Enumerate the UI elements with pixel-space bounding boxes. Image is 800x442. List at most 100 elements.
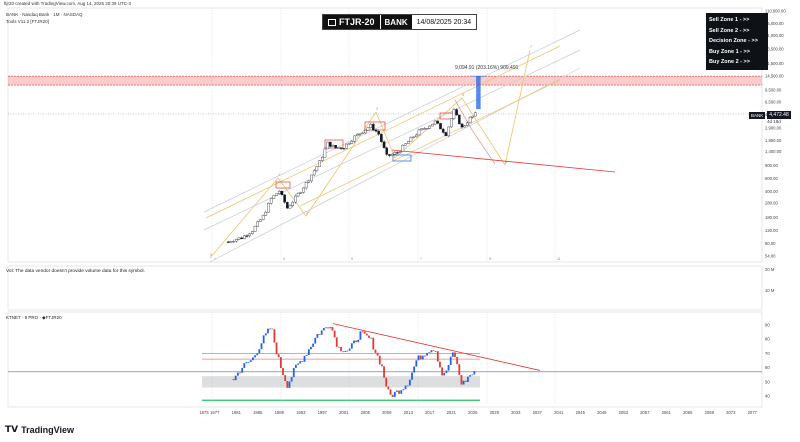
zone-sell-1[interactable]: Sell Zone 1 - >>: [709, 17, 750, 23]
osc-bar: [303, 355, 306, 362]
price-tick-label: 9,500.00: [765, 87, 782, 92]
time-tick-label: 2069: [705, 410, 715, 415]
osc-bar: [449, 356, 452, 365]
osc-bar: [424, 355, 426, 357]
osc-bar: [430, 350, 433, 353]
price-tick-label: 51,000.00: [765, 33, 784, 38]
wave-label: 6: [505, 160, 507, 164]
cycle-marker-2: 5: [351, 257, 353, 261]
osc-bar: [458, 364, 461, 376]
osc-bar: [260, 343, 263, 350]
candle-body: [259, 219, 262, 222]
candle-body: [444, 132, 448, 137]
candle-body: [240, 237, 243, 240]
price-tick-label: 110,000.00: [765, 9, 786, 14]
cycle-marker-1: 3: [283, 257, 285, 261]
osc-bar: [368, 335, 370, 338]
red-projection-path: [454, 99, 496, 165]
candle-body: [350, 141, 354, 144]
zone-sell-2[interactable]: Sell Zone 2 - >>: [709, 27, 750, 34]
candle-body: [277, 190, 281, 194]
osc-bar: [389, 389, 392, 395]
candle-body: [447, 126, 450, 137]
candle-body: [377, 131, 380, 135]
osc-bar: [333, 330, 336, 338]
osc-bar: [286, 381, 289, 388]
osc-bar: [467, 376, 469, 382]
zone-buy-2[interactable]: Buy Zone 2 - >>: [709, 59, 750, 66]
osc-bar: [469, 375, 471, 377]
candle-body: [363, 130, 367, 134]
candle-body: [460, 123, 464, 128]
candle-body: [474, 112, 477, 117]
osc-bar: [385, 377, 388, 387]
price-tick-label: 33,500.00: [765, 47, 784, 52]
candle-body: [382, 141, 386, 148]
candle-body: [404, 143, 407, 146]
top-credit: ftjr20 created with TradingView.com, Aug…: [4, 1, 131, 6]
time-tick-label: 2073: [726, 410, 736, 415]
osc-bar: [290, 377, 293, 382]
osc-bar: [318, 334, 321, 335]
zone-decision[interactable]: Decision Zone - >>: [709, 38, 758, 45]
candle-body: [428, 125, 432, 129]
osc-bar: [350, 343, 353, 349]
candle-body: [291, 201, 294, 206]
candle-body: [323, 148, 327, 158]
candle-body: [415, 134, 418, 138]
candle-body: [423, 128, 426, 130]
osc-bar: [357, 339, 360, 343]
osc-bar: [279, 357, 282, 369]
candle-body: [366, 127, 370, 131]
osc-bar: [436, 351, 439, 362]
candle-body: [358, 133, 362, 135]
candle-body: [315, 166, 319, 171]
osc-bar: [413, 366, 416, 373]
osc-bar: [245, 362, 248, 364]
osc-bar: [342, 351, 345, 353]
time-tick-label: 2045: [576, 410, 586, 415]
candle-body: [307, 180, 311, 183]
osc-bar: [387, 386, 390, 390]
osc-bar: [428, 352, 431, 354]
osc-bar: [346, 350, 349, 352]
candle-body: [264, 212, 268, 216]
highlight-box-0: [324, 139, 344, 149]
time-tick-label: 2001: [339, 410, 349, 415]
osc-tick-label: 40: [765, 394, 770, 399]
osc-bar: [299, 361, 302, 364]
osc-bar: [460, 375, 463, 385]
osc-bar: [426, 353, 428, 356]
price-tick-label: 6,500.00: [765, 99, 782, 104]
osc-gray-band: [202, 376, 480, 388]
candle-body: [237, 237, 241, 240]
price-tick-label: 14,500.00: [765, 74, 784, 79]
highlight-box-2: [392, 154, 412, 162]
osc-bar: [419, 355, 422, 360]
price-tick-label: 75,000.00: [765, 21, 784, 26]
highlight-box-3: [275, 181, 291, 189]
candle-body: [304, 182, 308, 189]
candle-body: [337, 147, 340, 149]
candle-body: [393, 152, 397, 155]
candle-body: [441, 128, 445, 133]
zone-buy-1[interactable]: Buy Zone 1 - >>: [709, 48, 750, 55]
grid-layer: 1 3 5 7 9 11: [7, 7, 763, 408]
osc-bar: [378, 355, 381, 365]
tradingview-logo[interactable]: 𝗧𝗩 TradingView: [5, 425, 74, 435]
candle-body: [401, 144, 405, 152]
candle-body: [253, 226, 257, 232]
candle-body: [471, 115, 475, 118]
osc-bar: [269, 328, 272, 330]
candle-body: [449, 118, 453, 128]
osc-bar: [376, 352, 379, 356]
candle-body: [256, 221, 260, 227]
price-tick-label: 900.00: [765, 163, 778, 168]
candle-body: [345, 143, 348, 149]
osc-bar: [327, 327, 330, 329]
osc-bar: [247, 361, 250, 363]
candle-body: [398, 151, 402, 153]
candle-body: [374, 129, 378, 132]
osc-bar: [383, 366, 385, 378]
candle-body: [267, 203, 270, 213]
